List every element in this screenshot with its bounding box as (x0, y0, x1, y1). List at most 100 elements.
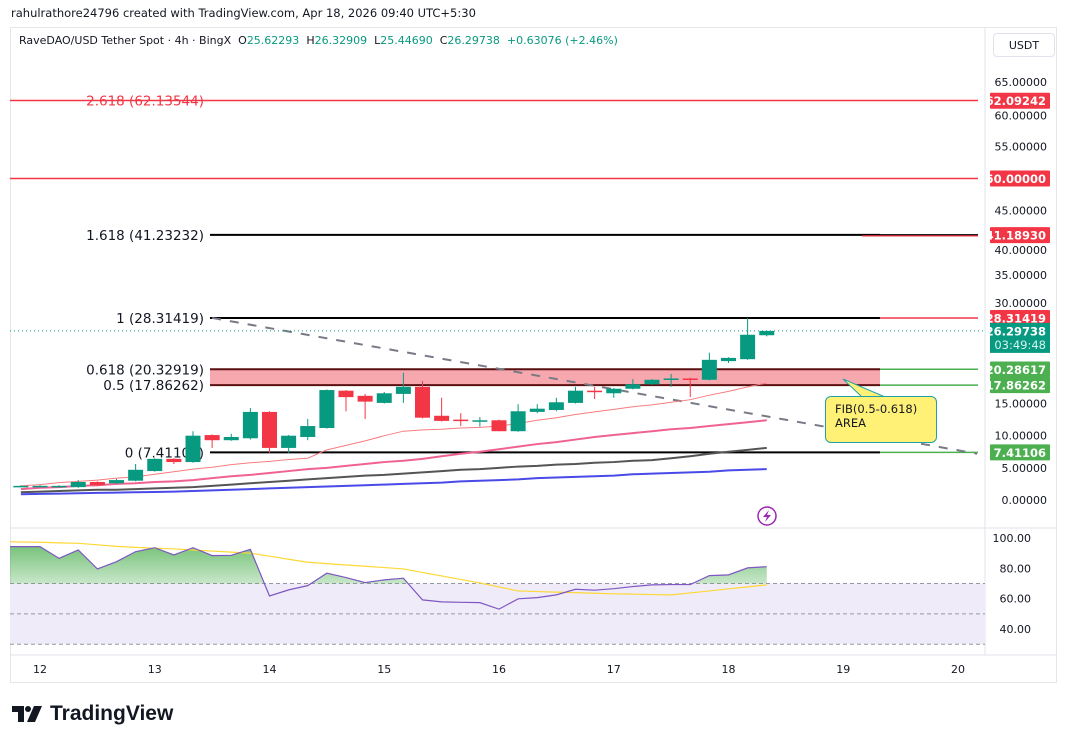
price-tick-label: 45.00000 (995, 205, 1048, 218)
change-value: +0.63076 (+2.46%) (506, 34, 618, 47)
time-tick-label: 13 (148, 663, 162, 676)
candle-body (395, 386, 411, 394)
bar-countdown: 03:49:48 (994, 338, 1046, 352)
candle-body (376, 393, 392, 403)
candle-body (510, 411, 526, 432)
tradingview-logo[interactable]: TradingView (12, 702, 173, 726)
rsi-tick-label: 100.00 (993, 532, 1032, 545)
lightning-icon-glyph (763, 510, 771, 522)
candle-body (587, 390, 603, 393)
candle-body (51, 485, 67, 488)
fib-level-label: 0.5 (17.86262) (103, 378, 204, 394)
candle-body (128, 469, 144, 481)
moving-average-line (20, 382, 767, 487)
candle-body (13, 485, 29, 488)
rsi-line (10, 546, 767, 610)
price-tag-label: 41.18930 (986, 229, 1046, 243)
time-tick-label: 16 (492, 663, 506, 676)
moving-average-line (20, 446, 767, 494)
fib-area-callout[interactable]: FIB(0.5-0.618) AREA (825, 396, 937, 443)
time-tick-label: 18 (722, 663, 736, 676)
price-tag (990, 92, 1050, 109)
price-tag-label: 50.00000 (986, 172, 1046, 186)
price-tick-label: 30.00000 (995, 297, 1048, 310)
chart-frame (10, 27, 1057, 683)
candle-body (548, 402, 564, 410)
time-tick-label: 15 (377, 663, 391, 676)
candle-body (300, 426, 316, 437)
price-tag (990, 361, 1050, 378)
candle-body (204, 435, 220, 441)
price-tick-label: 15.00000 (995, 398, 1048, 411)
candle-body (109, 480, 124, 484)
candle-body (32, 485, 48, 488)
price-tag (990, 309, 1050, 326)
price-tick-label: 10.00000 (995, 430, 1048, 443)
fib-level-label: 1.618 (41.23232) (86, 228, 204, 244)
candle-body (491, 420, 507, 432)
candle-body (434, 415, 450, 421)
high-value: 26.32909 (314, 34, 368, 47)
candle-body (166, 458, 182, 463)
rsi-tick-label: 80.00 (1000, 562, 1032, 575)
price-tag (990, 444, 1050, 461)
moving-average-line (20, 419, 767, 491)
time-tick-label: 14 (263, 663, 277, 676)
candle-body (147, 458, 163, 472)
price-tag (990, 227, 1050, 244)
candle-body (759, 330, 775, 336)
price-tag-label: 17.86262 (986, 379, 1046, 393)
candle-body (70, 481, 86, 488)
fib-level-label: 0 (7.41106) (125, 445, 204, 461)
candle-body (606, 388, 622, 394)
candle-body (89, 481, 105, 486)
symbol-legend: RaveDAO/USD Tether Spot · 4h · BingX O25… (19, 34, 618, 47)
tradingview-logo-text: TradingView (50, 702, 174, 725)
symbol-name[interactable]: RaveDAO/USD Tether Spot · 4h · BingX (19, 34, 232, 47)
candle-body (319, 390, 335, 428)
price-tick-label: 60.00000 (995, 110, 1048, 123)
candle-body (740, 334, 756, 360)
low-value: 25.44690 (380, 34, 433, 47)
fib-level-label: 1 (28.31419) (116, 311, 204, 327)
dashed-trendline (211, 316, 978, 455)
candle-body (644, 379, 660, 385)
chart-credit: rahulrathore24796 created with TradingVi… (11, 6, 476, 20)
candle-body (682, 378, 698, 380)
candle-body (357, 395, 373, 402)
candle-body (223, 436, 239, 441)
rsi-tick-label: 60.00 (1000, 593, 1032, 606)
candle-body (625, 384, 641, 389)
price-tag-label: 28.31419 (986, 311, 1046, 325)
price-tick-label: 65.00000 (995, 76, 1048, 89)
last-price-label: 26.29738 (986, 324, 1046, 338)
low-label: L (374, 34, 381, 47)
candle-body (701, 359, 717, 380)
tradingview-logo-icon (12, 706, 42, 722)
moving-average-line (20, 468, 767, 496)
close-value: 26.29738 (447, 34, 500, 47)
open-value: 25.62293 (246, 34, 300, 47)
price-tick-label: 35.00000 (995, 269, 1048, 282)
candle-body (663, 378, 679, 380)
rsi-ma-line (9, 541, 767, 596)
candle-body (453, 419, 469, 422)
price-tag-label: 62.09242 (986, 94, 1046, 108)
price-tag (990, 377, 1050, 394)
candle-body (472, 420, 488, 422)
time-tick-label: 20 (951, 663, 965, 676)
candle-body (262, 411, 277, 448)
time-tick-label: 12 (33, 663, 47, 676)
currency-button[interactable]: USDT (993, 33, 1055, 57)
close-label: C (439, 34, 448, 47)
price-tag-label: 20.28617 (986, 363, 1046, 377)
fib-zone-0.5-0.618 (210, 369, 880, 386)
fib-level-label: 0.618 (20.32919) (86, 362, 204, 378)
candle-body (185, 435, 201, 463)
high-label: H (306, 34, 315, 47)
price-tag (990, 170, 1050, 187)
price-tick-label: 40.00000 (995, 244, 1048, 257)
last-price-tag (990, 322, 1050, 353)
candle-body (281, 435, 297, 448)
